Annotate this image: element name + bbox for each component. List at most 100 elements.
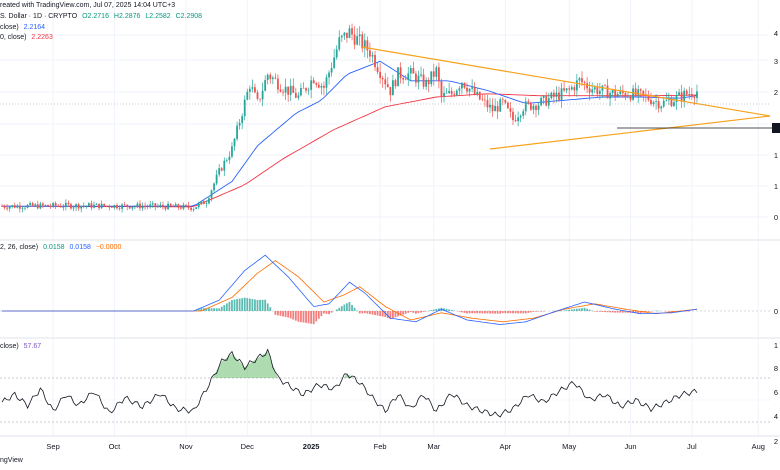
macd-histogram-bar	[310, 311, 313, 324]
x-tick-label: Jul	[687, 442, 697, 451]
candle-body	[277, 78, 279, 90]
candle-body	[435, 67, 438, 77]
candle-body	[259, 98, 261, 100]
candle-body	[100, 203, 103, 209]
candle-body	[54, 203, 57, 206]
ma2-legend[interactable]: 0, close) 2.2263	[0, 34, 56, 41]
macd-histogram-bar	[517, 311, 520, 314]
macd-histogram-bar	[305, 311, 307, 323]
macd-histogram-bar	[407, 311, 410, 313]
macd-pane[interactable]	[0, 254, 770, 325]
ma2-value: 2.2263	[31, 34, 53, 41]
macd-legend[interactable]: 2, 26, close) 0.0158 0.0158 −0.0000	[0, 244, 124, 251]
candle-body	[338, 37, 341, 50]
macd-histogram-bar	[340, 306, 343, 311]
candle-body	[11, 205, 14, 207]
candle-body	[593, 87, 596, 90]
candle-body	[678, 92, 680, 96]
rsi-y-tick-label: 2	[774, 437, 778, 446]
candle-body	[647, 94, 650, 100]
macd-histogram-bar	[639, 311, 642, 314]
candle-body	[256, 92, 259, 99]
macd-histogram-bar	[233, 299, 236, 311]
rsi-pane[interactable]	[0, 348, 770, 423]
candle-body	[317, 84, 320, 88]
macd-histogram-bar	[392, 311, 394, 319]
candle-body	[420, 74, 422, 76]
macd-histogram-bar	[596, 311, 599, 312]
price-axis[interactable]: 4 3 2 1 1 0 0 1 8 6 4 2	[774, 29, 778, 446]
candle-body	[67, 202, 70, 205]
macd-histogram-bar	[542, 311, 545, 312]
candle-body	[200, 201, 203, 204]
macd-histogram-bar	[504, 311, 507, 314]
candle-body	[156, 205, 159, 207]
macd-histogram-bar	[583, 307, 586, 311]
candle-body	[468, 88, 471, 92]
pane-dividers	[0, 239, 780, 437]
candle-body	[598, 90, 601, 94]
candle-body	[463, 82, 466, 88]
candle-body	[126, 204, 129, 207]
candle-body	[261, 90, 264, 100]
price-pane[interactable]	[0, 23, 772, 213]
candle-body	[24, 207, 26, 209]
macd-histogram-bar	[343, 304, 346, 311]
candle-body	[685, 90, 688, 95]
candle-body	[62, 207, 65, 208]
ma2-label: 0, close)	[0, 34, 27, 41]
macd-histogram-bar	[634, 311, 637, 313]
candle-body	[568, 88, 571, 90]
candle-body	[693, 97, 696, 98]
candle-body	[438, 67, 440, 82]
candle-body	[560, 88, 563, 100]
candle-body	[323, 85, 325, 88]
triangle-upper-trendline	[361, 46, 771, 117]
ma1-label: close)	[0, 24, 19, 31]
candle-body	[49, 206, 52, 207]
macd-histogram-bar	[560, 310, 563, 312]
candle-body	[563, 88, 565, 91]
candle-body	[522, 111, 525, 116]
candle-body	[614, 89, 617, 97]
rsi-legend[interactable]: close) 57.67	[0, 343, 44, 350]
candle-body	[483, 99, 486, 101]
candle-body	[6, 207, 9, 209]
macd-y-tick-label: 0	[774, 307, 778, 316]
candle-body	[374, 55, 376, 68]
macd-histogram-bar	[292, 311, 295, 320]
candle-body	[139, 203, 141, 209]
macd-histogram-bar	[381, 311, 384, 317]
candle-body	[386, 84, 389, 87]
candle-body	[90, 203, 93, 208]
time-axis[interactable]: Sep Oct Nov Dec 2025 Feb Mar Apr May Jun Jul Aug	[46, 442, 765, 451]
candle-body	[164, 206, 167, 210]
macd-histogram-bar	[588, 309, 591, 311]
candle-body	[652, 102, 655, 105]
macd-histogram-bar	[404, 311, 407, 314]
macd-histogram-bar	[496, 311, 499, 314]
macd-histogram-bar	[302, 311, 305, 323]
macd-histogram-bar	[593, 311, 596, 312]
ma-slow-line	[2, 93, 697, 208]
price-marker-flag[interactable]	[772, 123, 780, 133]
candle-body	[182, 204, 185, 209]
candle-body	[36, 204, 39, 209]
rsi-value: 57.67	[23, 343, 42, 350]
candle-body	[197, 203, 200, 208]
candle-body	[187, 205, 190, 208]
candle-body	[213, 183, 215, 191]
candle-body	[397, 67, 399, 87]
candle-body	[39, 203, 42, 209]
macd-histogram-bar	[501, 311, 504, 314]
candle-body	[154, 203, 157, 207]
candle-body	[627, 96, 629, 98]
ma1-legend[interactable]: close) 2.2164	[0, 24, 48, 31]
candle-body	[80, 205, 83, 209]
candle-body	[471, 87, 474, 89]
macd-histogram-bar	[264, 299, 267, 311]
ohlc-low: L2.2582	[145, 13, 171, 20]
macd-label: 2, 26, close)	[0, 244, 39, 251]
candle-body	[113, 205, 116, 208]
